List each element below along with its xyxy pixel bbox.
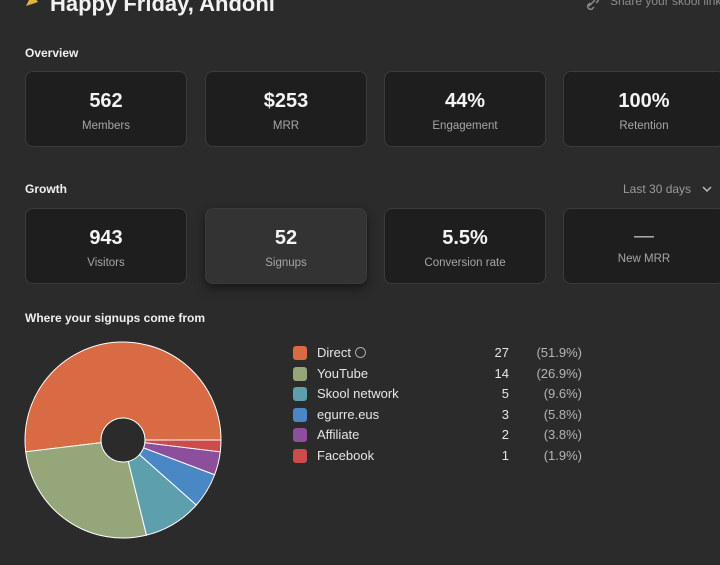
stat-label: Signups: [265, 257, 307, 269]
period-select[interactable]: Last 30 days: [623, 182, 712, 196]
stat-value: 100%: [618, 90, 670, 112]
source-icon: [293, 448, 307, 463]
source-share: (26.9%): [536, 365, 582, 381]
source-count: 5: [501, 386, 509, 401]
source-share: (9.6%): [543, 386, 582, 401]
greeting: Happy Friday, Andoni: [50, 0, 275, 16]
stat-value: 943: [89, 227, 123, 249]
source-name: YouTube: [317, 365, 369, 381]
chevron[interactable]: [702, 185, 712, 193]
source-share: (1.9%): [543, 447, 582, 463]
share-link[interactable]: Share your skool link: [610, 0, 720, 8]
stat-card: 100% Retention: [563, 71, 720, 147]
pie-chart: [24, 341, 222, 539]
stat-card: 44% Engagement: [384, 71, 546, 147]
stat-value: —: [634, 225, 654, 247]
source-name: egurre.eus: [317, 406, 380, 422]
stat-card: $253 MRR: [205, 71, 367, 147]
info-icon: [355, 347, 366, 358]
source-count: 27: [494, 345, 509, 360]
stat-label: MRR: [272, 120, 300, 132]
source-count: 14: [494, 365, 509, 381]
stat-card: 562 Members: [25, 71, 187, 147]
stat-card: 943 Visitors: [25, 208, 187, 284]
party-icon: [26, 0, 38, 6]
source-icon: [293, 407, 307, 422]
stat-label: Visitors: [87, 257, 125, 269]
stat-label: New MRR: [617, 253, 671, 265]
section-title: Where your signups come from: [25, 311, 206, 325]
source-name: Direct: [317, 345, 351, 360]
stat-value: 5.5%: [442, 227, 488, 249]
source-name: Affiliate: [317, 427, 360, 442]
stat-card: 52 Signups: [205, 208, 367, 284]
link-icon[interactable]: [586, 0, 602, 10]
pie-slice: [25, 439, 148, 539]
stat-value: 52: [274, 227, 298, 249]
source-icon: [293, 428, 307, 442]
source-share: (5.8%): [543, 406, 582, 422]
section-title: Overview: [25, 46, 79, 60]
stat-value: 562: [89, 90, 123, 112]
source-name: Facebook: [317, 447, 375, 463]
stat-label: Retention: [619, 120, 669, 132]
pie-slice: [24, 341, 222, 453]
source-icon: [293, 346, 307, 360]
stat-label: Engagement: [432, 120, 498, 132]
source-count: 2: [501, 427, 509, 442]
stat-label: Members: [82, 120, 130, 132]
pie-hole: [100, 417, 146, 463]
source-count: 1: [501, 447, 509, 463]
pie-slice: [122, 439, 222, 453]
source-icon: [293, 387, 307, 401]
period-label[interactable]: Last 30 days: [623, 182, 692, 196]
source-count: 3: [501, 406, 509, 422]
stat-value: 44%: [444, 90, 486, 112]
stat-card: 5.5% Conversion rate: [384, 208, 546, 284]
source-icon: [293, 366, 307, 381]
stat-value: $253: [263, 90, 309, 112]
stat-label: Conversion rate: [424, 257, 506, 269]
source-name: Skool network: [317, 386, 399, 401]
stat-card: — New MRR: [563, 208, 720, 284]
source-share: (51.9%): [536, 345, 582, 360]
section-title: Growth: [25, 182, 67, 196]
source-share: (3.8%): [543, 427, 582, 442]
